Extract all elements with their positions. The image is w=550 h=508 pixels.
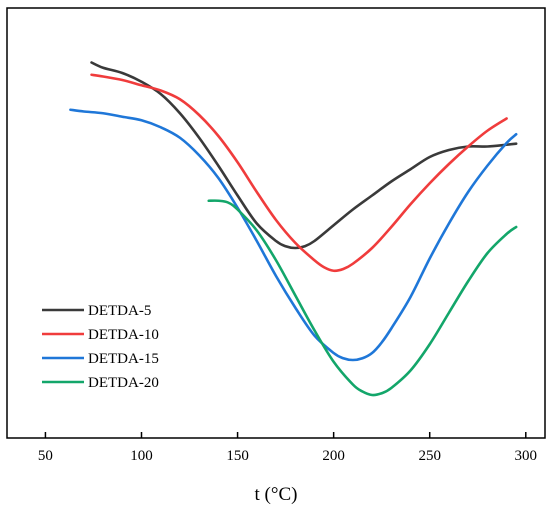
series-line-detda-10 [90,73,508,273]
legend: DETDA-5 DETDA-10 DETDA-15 DETDA-20 [42,303,159,391]
legend-label-detda-20: DETDA-20 [88,375,159,391]
x-axis-title: t (°C) [255,484,298,505]
x-tick-label: 100 [130,448,153,464]
x-axis-ticks: 50 100 150 200 250 300 [38,432,537,464]
series-line-detda-5 [90,61,518,250]
legend-label-detda-15: DETDA-15 [88,351,159,367]
x-tick-label: 200 [322,448,345,464]
series-line-detda-20 [207,199,518,397]
series-line-detda-15 [69,108,518,362]
x-tick-label: 250 [418,448,441,464]
plot-frame [6,7,546,439]
legend-label-detda-5: DETDA-5 [88,303,151,319]
series-layer [69,61,518,397]
legend-label-detda-10: DETDA-10 [88,327,159,343]
x-tick-label: 50 [38,448,53,464]
x-tick-label: 300 [515,448,538,464]
x-tick-label: 150 [226,448,249,464]
